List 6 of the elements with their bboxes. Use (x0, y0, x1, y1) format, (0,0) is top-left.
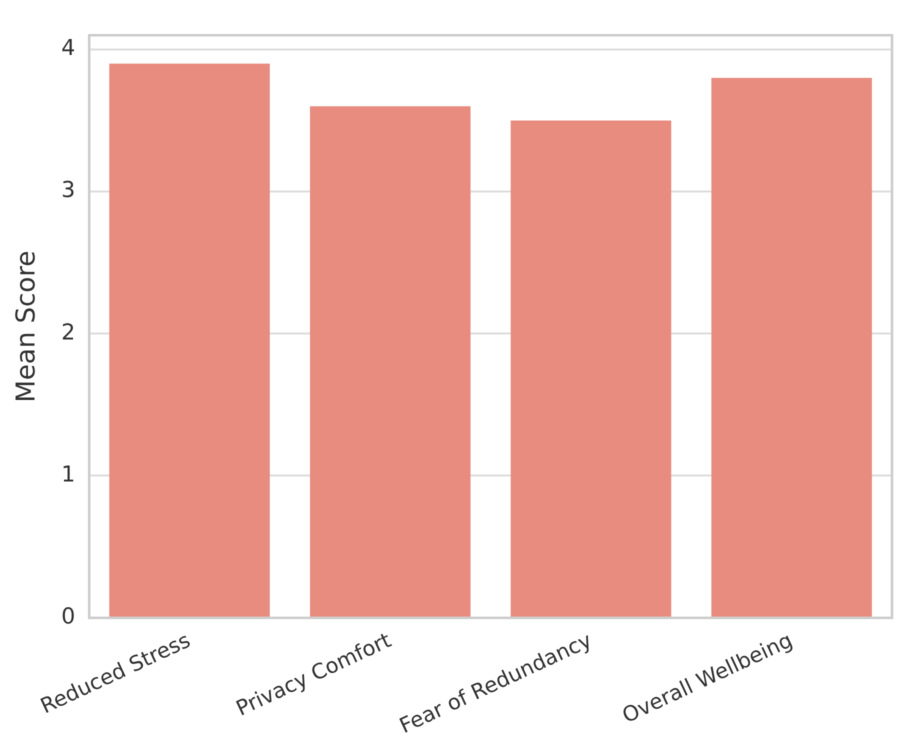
y-axis-title: Mean Score (11, 250, 42, 402)
y-tick-label: 2 (61, 320, 76, 346)
y-tick-label: 0 (61, 604, 76, 630)
y-tick-label: 3 (61, 178, 76, 204)
y-tick-label: 4 (61, 36, 76, 62)
y-tick-label: 1 (61, 462, 76, 488)
